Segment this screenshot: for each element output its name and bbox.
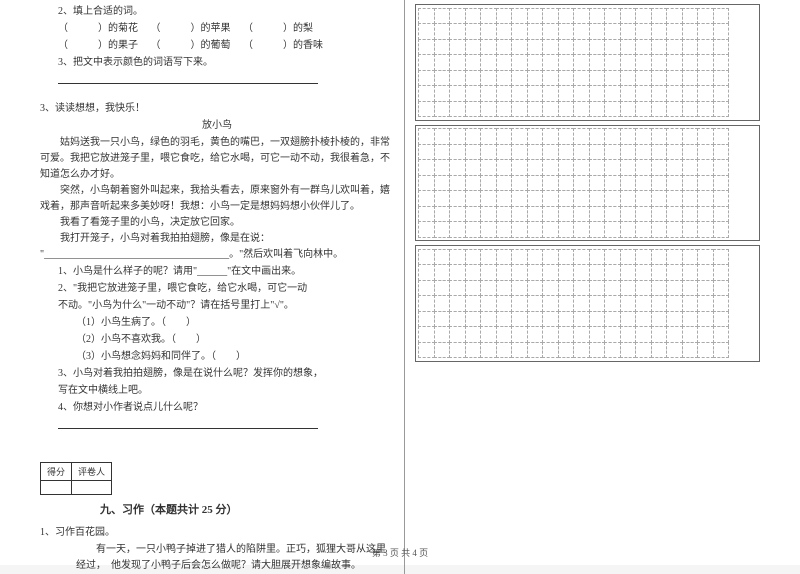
q2-answer-line (58, 72, 394, 87)
q2-r1b: （ ）的苹果 (151, 23, 231, 34)
q2-r1a: （ ）的菊花 (58, 23, 138, 34)
right-column (405, 0, 760, 574)
reading-p3: 我看了看笼子里的小鸟，决定放它回家。 (40, 215, 394, 231)
content-columns: 2、填上合适的词。 （ ）的菊花 （ ）的苹果 （ ）的梨 （ ）的果子 （ ）… (0, 0, 800, 574)
reading-opt3: （3）小鸟想念妈妈和同伴了。（ ） (76, 349, 394, 365)
reading-title: 放小鸟 (40, 118, 394, 134)
reading-p1: 姑妈送我一只小鸟，绿色的羽毛，黄色的嘴巴，一双翅膀扑棱扑棱的，非常可爱。我把它放… (40, 135, 394, 183)
page-footer: 第 3 页 共 4 页 (0, 546, 800, 559)
reading-opt2: （2）小鸟不喜欢我。（ ） (76, 332, 394, 348)
q2-r1c: （ ）的梨 (243, 23, 313, 34)
reading-head: 3、读读想想，我快乐！ (40, 101, 394, 117)
grid-block[interactable] (415, 245, 760, 362)
q2-intro: 2、填上合适的词。 (58, 4, 394, 20)
q2-r2b: （ ）的葡萄 (151, 40, 231, 51)
score-blank2[interactable] (72, 481, 112, 495)
reading-p2: 突然，小鸟朝着窗外叫起来，我拾头看去，原来窗外有一群鸟儿欢叫着，嬉戏着，那声音听… (40, 183, 394, 215)
reading-sub3b: 写在文中横线上吧。 (58, 383, 394, 399)
grid-block[interactable] (415, 4, 760, 121)
reading-sub4: 4、你想对小作者说点儿什么呢？ (58, 400, 394, 416)
reading-sub2a: 2、"我把它放进笼子里，喂它食吃，给它水喝，可它一动 (58, 281, 394, 297)
reading-answer-line (58, 417, 394, 432)
essay-head: 1、习作百花园。 (40, 525, 394, 541)
q2-r2c: （ ）的香味 (243, 40, 323, 51)
reading-p4b: "_____________________________________。"… (40, 247, 394, 263)
worksheet-page: 2、填上合适的词。 （ ）的菊花 （ ）的苹果 （ ）的梨 （ ）的果子 （ ）… (0, 0, 800, 565)
grid-block[interactable] (415, 125, 760, 242)
score-col2: 评卷人 (72, 463, 112, 481)
left-column: 2、填上合适的词。 （ ）的菊花 （ ）的苹果 （ ）的梨 （ ）的果子 （ ）… (40, 0, 405, 574)
reading-sub3a: 3、小鸟对着我拍拍翅膀，像是在说什么呢？发挥你的想象， (58, 366, 394, 382)
q2-row1: （ ）的菊花 （ ）的苹果 （ ）的梨 (58, 21, 394, 37)
score-table: 得分 评卷人 (40, 462, 112, 495)
reading-sub1: 1、小鸟是什么样子的呢？请用"______"在文中画出来。 (58, 264, 394, 280)
q2-sub3: 3、把文中表示颜色的词语写下来。 (58, 55, 394, 71)
reading-p4a: 我打开笼子，小鸟对着我拍拍翅膀，像是在说： (40, 231, 394, 247)
writing-grids (415, 4, 760, 362)
reading-sub2b: 不动。"小鸟为什么"一动不动"？请在括号里打上"√"。 (58, 298, 394, 314)
score-col1: 得分 (41, 463, 72, 481)
section9-title: 九、习作（本题共计 25 分） (100, 501, 394, 517)
q2-row2: （ ）的果子 （ ）的葡萄 （ ）的香味 (58, 38, 394, 54)
reading-opt1: （1）小鸟生病了。（ ） (76, 315, 394, 331)
q2-r2a: （ ）的果子 (58, 40, 138, 51)
score-blank1[interactable] (41, 481, 72, 495)
